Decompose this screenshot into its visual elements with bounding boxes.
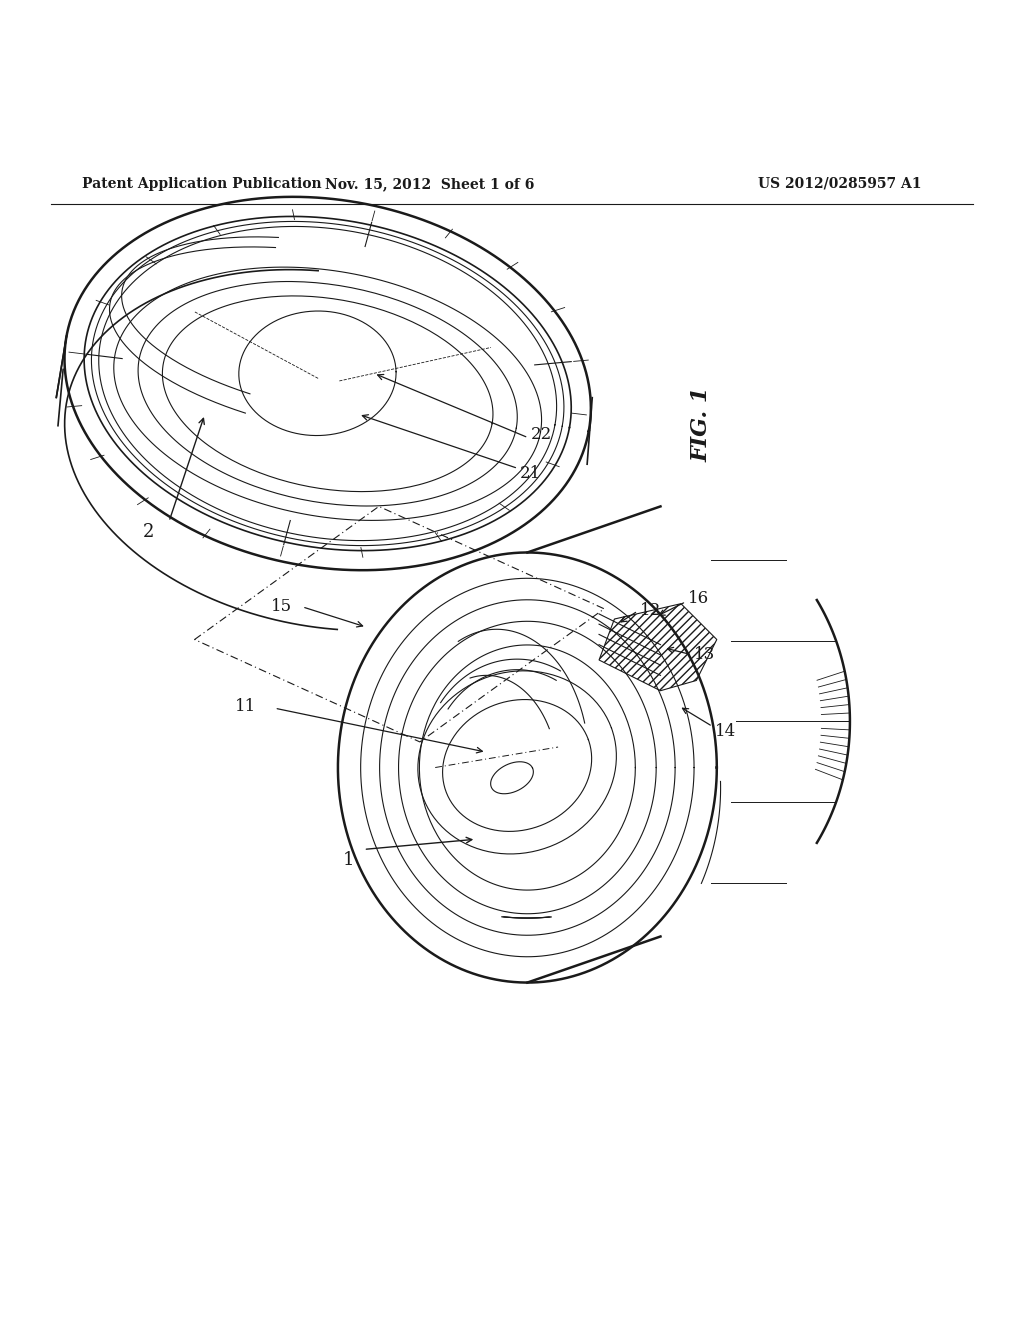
Text: 16: 16 — [688, 590, 710, 607]
Text: 2: 2 — [142, 523, 155, 541]
Text: Nov. 15, 2012  Sheet 1 of 6: Nov. 15, 2012 Sheet 1 of 6 — [326, 177, 535, 191]
Text: 12: 12 — [640, 602, 662, 619]
Text: 14: 14 — [715, 723, 736, 741]
Text: US 2012/0285957 A1: US 2012/0285957 A1 — [758, 177, 922, 191]
Text: 22: 22 — [530, 426, 552, 444]
Polygon shape — [599, 603, 717, 690]
Text: 21: 21 — [520, 465, 542, 482]
Text: 15: 15 — [270, 598, 292, 615]
Text: 11: 11 — [236, 697, 256, 714]
Text: 13: 13 — [694, 647, 716, 664]
Text: Patent Application Publication: Patent Application Publication — [82, 177, 322, 191]
Text: FIG. 1: FIG. 1 — [690, 387, 713, 462]
Text: 1: 1 — [342, 850, 354, 869]
